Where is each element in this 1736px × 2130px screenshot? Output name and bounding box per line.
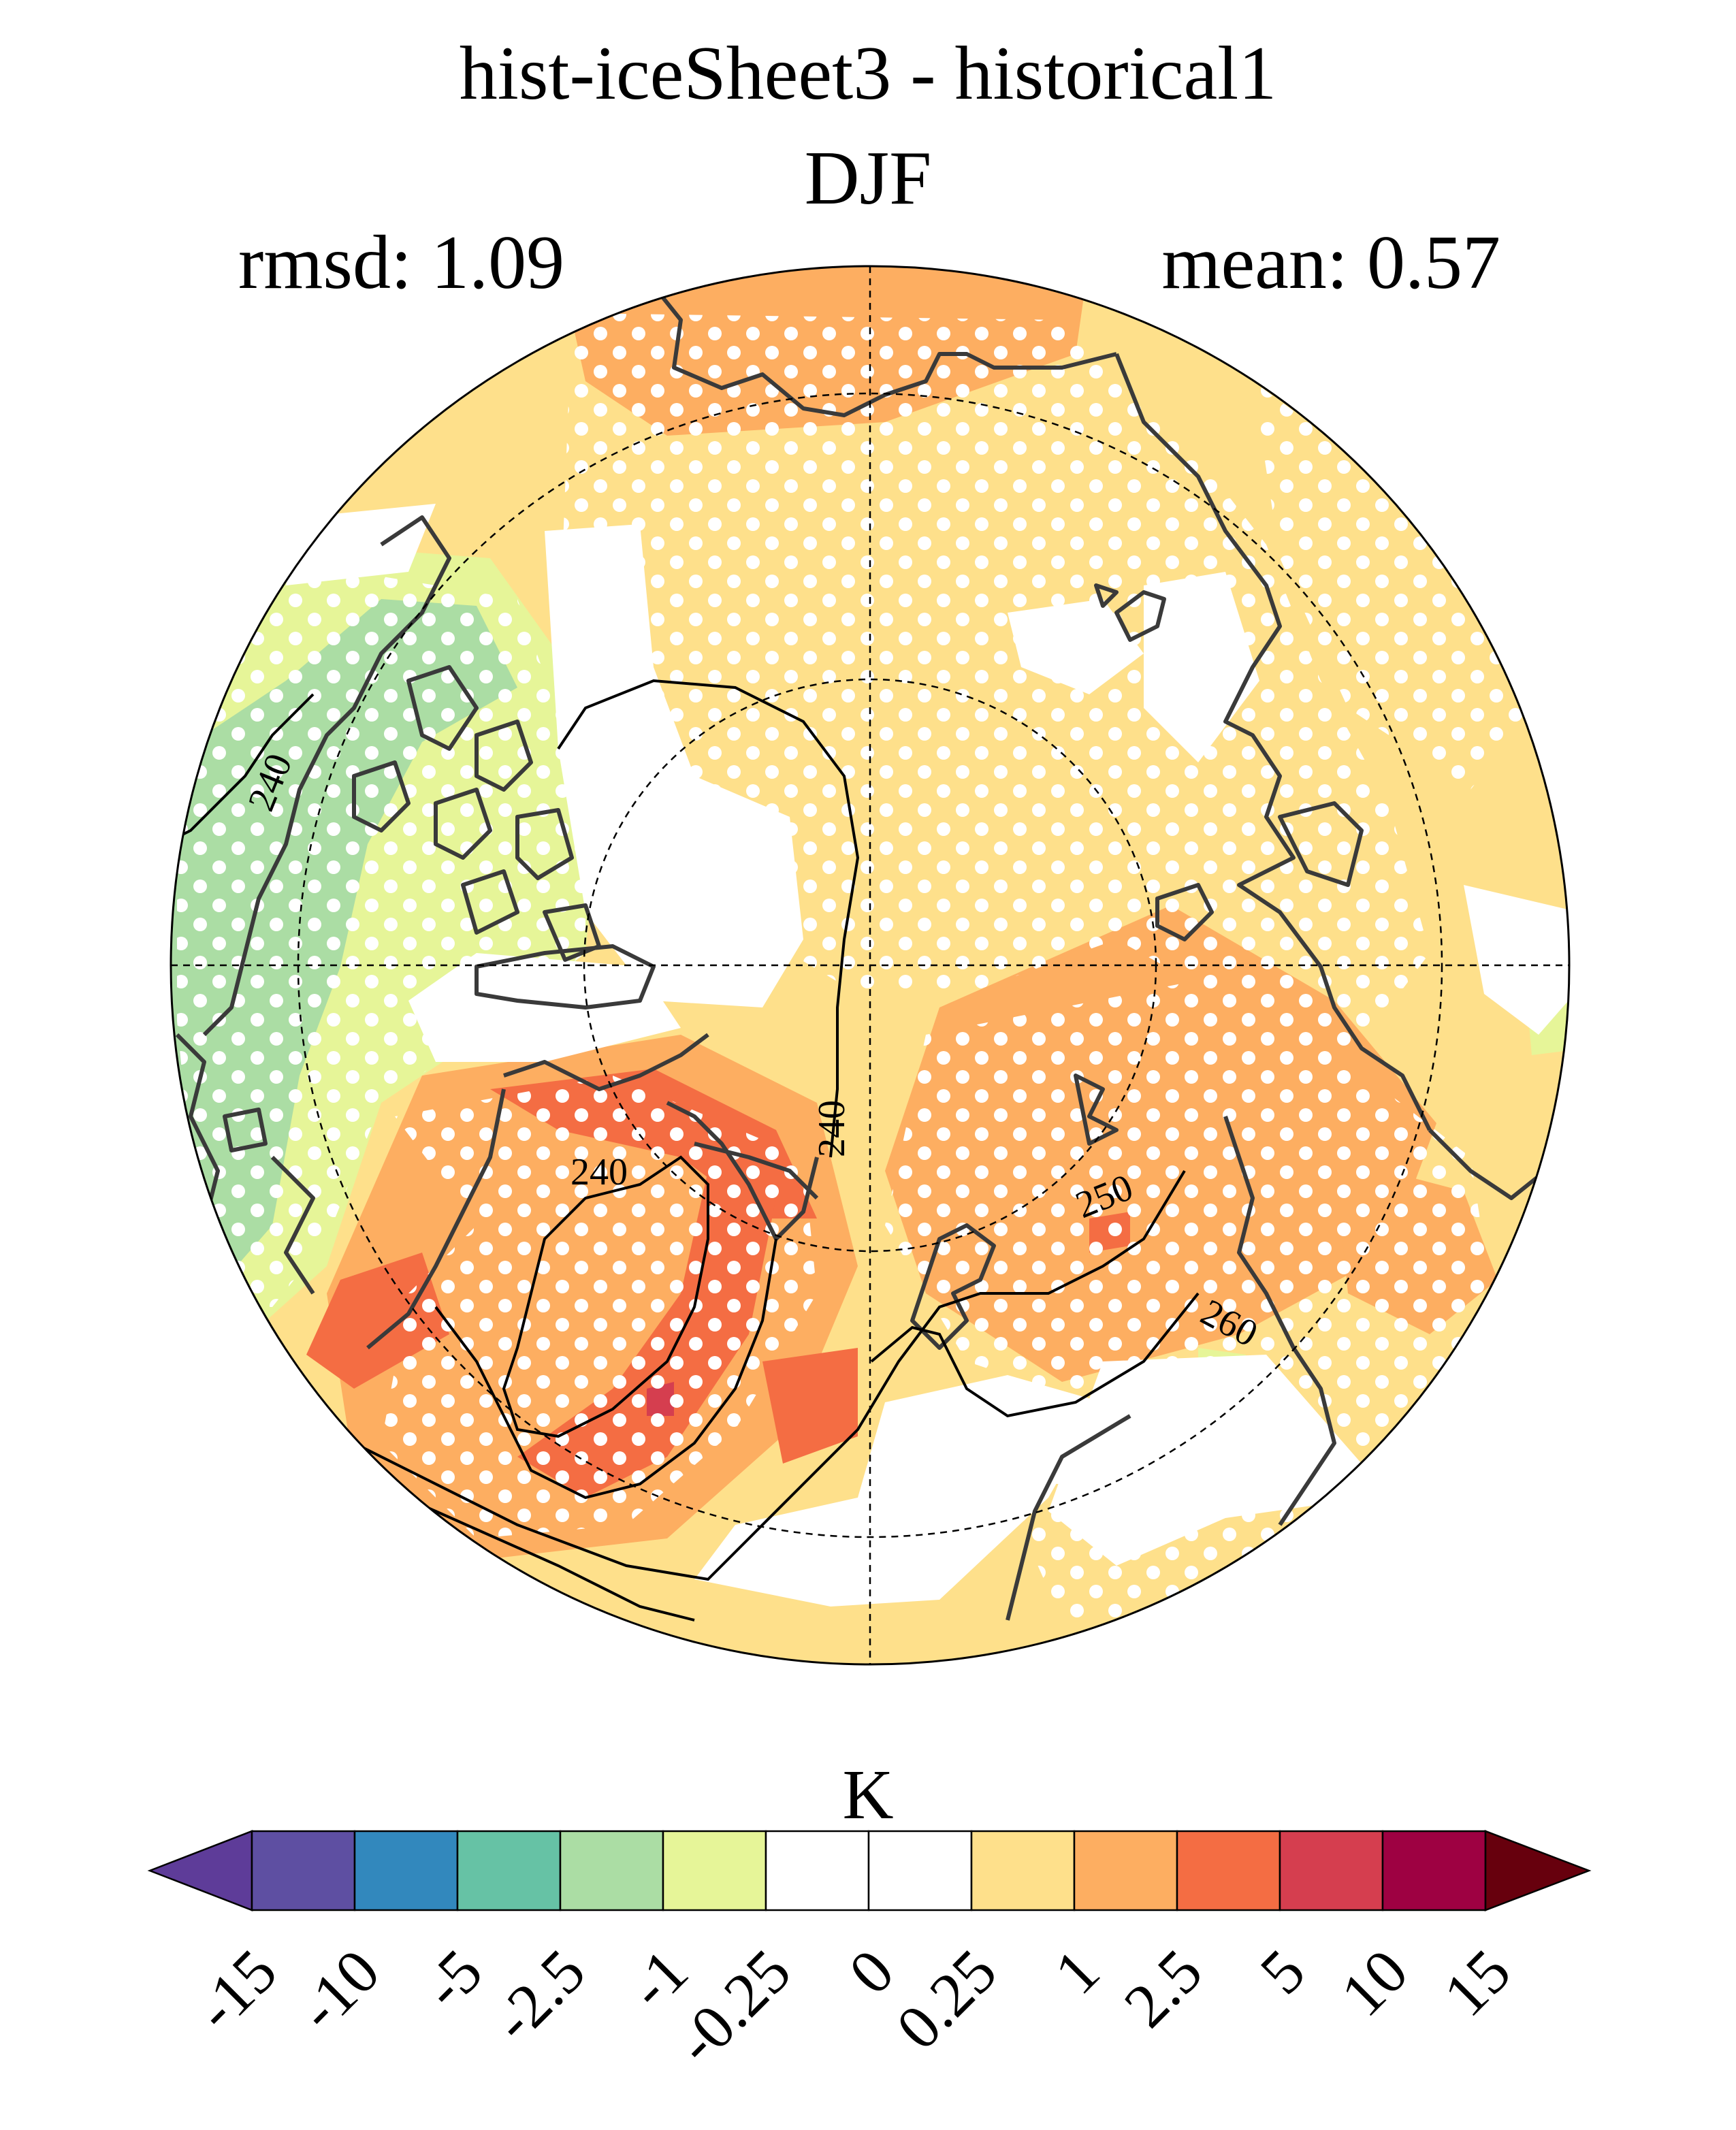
contour-label: 240	[570, 1151, 628, 1193]
colorbar-cell	[251, 1830, 356, 1911]
colorbar-cell	[867, 1830, 973, 1911]
colorbar-tick-label: -10	[284, 1935, 393, 2044]
anomaly-region-neutral	[1464, 885, 1569, 1035]
map-border	[170, 265, 1571, 1666]
coastline	[1114, 590, 1166, 642]
colorbar-cell	[559, 1830, 664, 1911]
contour-line	[299, 1169, 1186, 1581]
coastline	[202, 515, 451, 1037]
coastline	[666, 1101, 819, 1241]
colorbar-cell	[765, 1830, 870, 1911]
map-title: hist-iceSheet3 - historical1	[459, 31, 1277, 116]
coastline	[694, 1142, 819, 1200]
contour-line	[434, 1238, 777, 1500]
colorbar-tick-label: 2.5	[1110, 1935, 1216, 2041]
colorbar-unit: K	[842, 1756, 894, 1834]
season-label: DJF	[804, 136, 932, 221]
coastline	[475, 944, 656, 1010]
coastline	[366, 1088, 506, 1350]
colorbar-cell	[456, 1830, 562, 1911]
coastline	[910, 1223, 996, 1350]
coastlines	[175, 285, 1547, 1621]
coastline	[1074, 1074, 1119, 1146]
contour-line	[502, 1155, 709, 1438]
anomaly-region-red	[762, 1348, 858, 1464]
coastline	[223, 1108, 268, 1152]
coastline	[434, 788, 492, 860]
coastline	[475, 720, 533, 792]
coastline	[1278, 801, 1364, 887]
significance-stipple	[1253, 381, 1525, 790]
coastline	[1114, 353, 1432, 1131]
coastline	[175, 1033, 220, 1226]
contour-line	[557, 679, 860, 1158]
coastline	[1223, 1116, 1336, 1526]
coastline	[652, 285, 1117, 417]
colorbar-tick-label: 1	[1041, 1935, 1113, 2007]
rmsd-label: rmsd: 1.09	[238, 221, 565, 305]
colorbar-tick-label: 10	[1327, 1935, 1421, 2030]
anomaly-region-neutral	[694, 1375, 1103, 1607]
coastline	[352, 760, 411, 833]
coastline	[461, 869, 519, 935]
colorbar-tick-label: -15	[181, 1935, 290, 2044]
colorbar-tick-label: 0.25	[883, 1935, 1010, 2063]
parallel-circle	[583, 678, 1157, 1253]
colorbar-over-triangle	[1484, 1830, 1592, 1911]
coastline	[503, 1033, 709, 1091]
significance-stipple	[177, 572, 585, 1307]
contour-label: 240	[811, 1100, 853, 1157]
colorbar-cell	[1176, 1830, 1281, 1911]
colorbar-cell	[662, 1830, 767, 1911]
parallel-circle	[297, 392, 1443, 1538]
graticule	[171, 266, 1569, 1664]
coastline	[515, 808, 574, 880]
colorbar-cell	[353, 1830, 459, 1911]
colorbar-under-triangle	[147, 1830, 253, 1911]
colorbar-cell	[1381, 1830, 1487, 1911]
contour-line	[870, 1292, 1200, 1418]
colorbar-cell	[1279, 1830, 1384, 1911]
coastline	[270, 1155, 315, 1295]
coastline	[1428, 1128, 1547, 1200]
colorbar-tick-label: -2.5	[479, 1935, 598, 2056]
mean-label: mean: 0.57	[1161, 221, 1500, 305]
colorbar-tick-label: -0.25	[662, 1935, 804, 2078]
coastline	[1094, 583, 1119, 608]
coastline	[1006, 1414, 1131, 1621]
coastline	[1155, 883, 1214, 941]
colorbar-cell	[1073, 1830, 1178, 1911]
colorbar-cell	[970, 1830, 1076, 1911]
colorbar-tick-label: 15	[1430, 1935, 1524, 2030]
polar-map: 240 240 240 240 250 260	[170, 265, 1571, 1666]
colorbar-tick-label: 5	[1247, 1935, 1319, 2007]
coastline	[406, 665, 479, 751]
